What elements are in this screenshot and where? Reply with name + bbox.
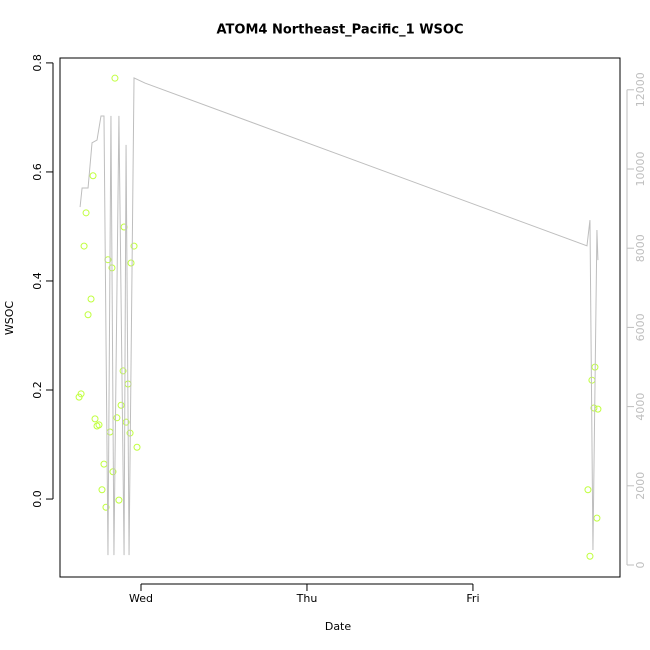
data-point [102,503,110,511]
data-point [89,172,97,180]
data-point [133,443,141,451]
data-point [77,390,85,398]
x-tick-label: Thu [296,592,318,605]
data-point [130,242,138,250]
y-tick-label: 0.2 [31,381,44,399]
data-line [79,77,599,556]
data-point [87,295,95,303]
y-tick-label: 0.8 [31,54,44,71]
x-axis-label: Date [325,620,352,633]
data-point [95,421,103,429]
data-point [91,415,99,423]
data-point [80,242,88,250]
data-point [590,404,598,412]
data-point [593,514,601,522]
y2-tick-label: 10000 [634,151,647,186]
y2-tick-label: 12000 [634,72,647,107]
data-point [113,414,121,422]
y-tick-label: 0.6 [31,163,44,181]
x-tick-label: Wed [129,592,153,605]
y2-tick-label: 0 [634,562,647,569]
data-point [117,401,125,409]
data-point [122,418,130,426]
y2-tick-label: 4000 [634,393,647,421]
data-point [127,259,135,267]
data-point [584,486,592,494]
y-tick-label: 0.4 [31,272,44,290]
data-point [111,74,119,82]
y2-tick-label: 8000 [634,234,647,262]
data-point [119,367,127,375]
plot-frame [59,57,621,578]
data-point [82,209,90,217]
y2-tick-label: 6000 [634,313,647,341]
x-tick-label: Fri [466,592,479,605]
data-point [586,552,594,560]
y-axis-label: WSOC [3,301,16,336]
y2-tick-label: 2000 [634,472,647,500]
data-point [115,496,123,504]
chart-title: ATOM4 Northeast_Pacific_1 WSOC [216,23,463,38]
y-tick-label: 0.0 [31,490,44,508]
data-point [84,311,92,319]
data-point [98,486,106,494]
